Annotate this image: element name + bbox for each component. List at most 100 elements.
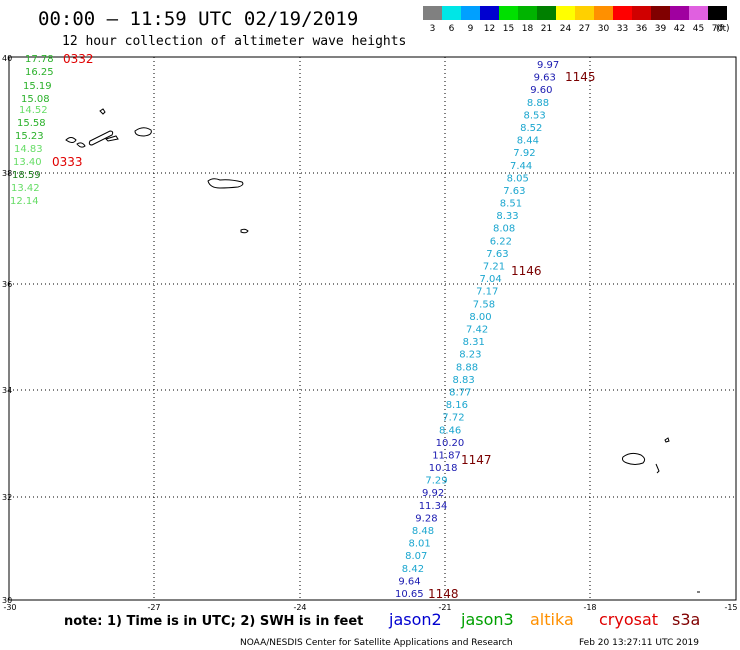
satellite-name: jason3 [460, 610, 514, 629]
west-track: 17.78 16.25 15.19 15.08 14.52 15.58 15.2… [10, 52, 94, 207]
wave-height-reading: 9.64 [398, 576, 420, 587]
wave-height-reading: 15.19 [23, 81, 52, 92]
graticule [9, 57, 736, 600]
legend-swatch [499, 6, 518, 20]
wave-height-reading: 7.63 [503, 186, 525, 197]
island-outline [105, 135, 119, 142]
legend-swatch [461, 6, 480, 20]
wave-height-reading: 9.97 [537, 60, 559, 71]
legend-label: 24 [560, 24, 572, 34]
wave-height-reading: 18.59 [12, 170, 41, 181]
time-label: 1145 [565, 70, 596, 84]
lat-label: 36 [2, 280, 12, 289]
wave-height-reading: 8.05 [507, 173, 529, 184]
wave-height-reading: 8.16 [446, 400, 468, 411]
island-outline [134, 127, 152, 137]
plot-area: 40 38 36 34 32 30 -30 -27 -24 -21 -18 -1… [2, 52, 738, 612]
legend-label: 6 [449, 24, 455, 34]
wave-height-reading: 13.42 [11, 183, 40, 194]
legend-label: 15 [503, 24, 514, 34]
wave-height-reading: 8.23 [459, 350, 481, 361]
footer-timestamp: Feb 20 13:27:11 UTC 2019 [579, 638, 699, 648]
satellite-name: s3a [672, 610, 700, 629]
island-outline [207, 178, 244, 189]
legend-label: 45 [693, 24, 704, 34]
lon-label: -30 [3, 603, 16, 612]
wave-height-reading: 8.52 [520, 123, 542, 134]
east-track-times: 1145 1146 1147 1148 [428, 70, 596, 601]
wave-height-reading: 8.88 [456, 362, 478, 373]
legend-label: 36 [636, 24, 648, 34]
legend-swatch [689, 6, 708, 20]
wave-height-reading: 8.53 [524, 110, 546, 121]
coastlines [65, 108, 700, 593]
wave-height-reading: 10.65 [395, 589, 424, 600]
wave-height-reading: 8.44 [517, 136, 539, 147]
time-label: 0333 [52, 155, 83, 169]
wave-height-reading: 7.63 [486, 249, 508, 260]
satellite-name: altika [530, 610, 574, 629]
wave-height-reading: 9.63 [534, 73, 556, 84]
lat-label: 40 [2, 54, 12, 63]
wave-height-reading: 13.40 [13, 157, 42, 168]
wave-height-reading: 15.58 [17, 118, 46, 129]
wave-height-reading: 9.28 [415, 513, 437, 524]
satellite-name: cryosat [599, 610, 658, 629]
wave-height-reading: 17.78 [25, 54, 54, 65]
wave-height-reading: 7.58 [473, 299, 495, 310]
legend-swatch [670, 6, 689, 20]
wave-height-reading: 10.20 [436, 438, 465, 449]
lon-labels: -30 -27 -24 -21 -18 -15 [3, 603, 737, 612]
plot-frame [8, 56, 737, 601]
wave-height-reading: 9.92 [422, 488, 444, 499]
lat-label: 32 [2, 493, 12, 502]
wave-height-reading: 15.08 [21, 94, 50, 105]
wave-height-reading: 8.33 [496, 211, 518, 222]
wave-height-reading: 7.04 [480, 274, 502, 285]
footer-credit: NOAA/NESDIS Center for Satellite Applica… [240, 638, 513, 648]
legend-swatch [632, 6, 651, 20]
wave-height-reading: 10.18 [429, 463, 458, 474]
wave-height-reading: 16.25 [25, 67, 54, 78]
wave-height-reading: 14.52 [19, 105, 48, 116]
legend-label: 9 [468, 24, 474, 34]
wave-height-reading: 8.07 [405, 551, 427, 562]
legend-swatch [613, 6, 632, 20]
legend-swatch [575, 6, 594, 20]
wave-height-reading: 7.42 [466, 325, 488, 336]
wave-height-reading: 8.51 [500, 199, 522, 210]
wave-height-reading: 15.23 [15, 131, 44, 142]
lon-label: -27 [147, 603, 160, 612]
lon-label: -24 [293, 603, 306, 612]
legend-swatch [518, 6, 537, 20]
wave-height-legend: 3 6 9 12 15 18 21 24 27 30 33 36 39 42 45 70 [423, 6, 727, 34]
legend-swatch [651, 6, 670, 20]
time-label: 1147 [461, 453, 492, 467]
wave-height-reading: 7.17 [476, 287, 498, 298]
legend-label: 18 [522, 24, 534, 34]
legend-label: 39 [655, 24, 667, 34]
time-label: 1146 [511, 264, 542, 278]
island-outline [65, 137, 77, 143]
wave-height-reading: 8.77 [449, 388, 471, 399]
lat-label: 38 [2, 169, 12, 178]
legend-label: 33 [617, 24, 628, 34]
island-outline [664, 437, 670, 443]
wave-height-reading: 8.08 [493, 224, 515, 235]
legend-label: 30 [598, 24, 610, 34]
lon-label: -21 [438, 603, 451, 612]
island-outline [76, 142, 86, 148]
legend-label: 42 [674, 24, 685, 34]
satellite-name: jason2 [388, 610, 442, 629]
wave-height-reading: 7.29 [425, 476, 447, 487]
time-label: 1148 [428, 587, 459, 601]
lat-label: 34 [2, 386, 12, 395]
page-subtitle: 12 hour collection of altimeter wave hei… [62, 34, 406, 49]
lon-label: -15 [724, 603, 737, 612]
wave-height-reading: 7.92 [513, 148, 535, 159]
legend-swatch [708, 6, 727, 20]
legend-swatch [480, 6, 499, 20]
wave-height-reading: 12.14 [10, 196, 39, 207]
wave-height-reading: 9.60 [530, 85, 552, 96]
